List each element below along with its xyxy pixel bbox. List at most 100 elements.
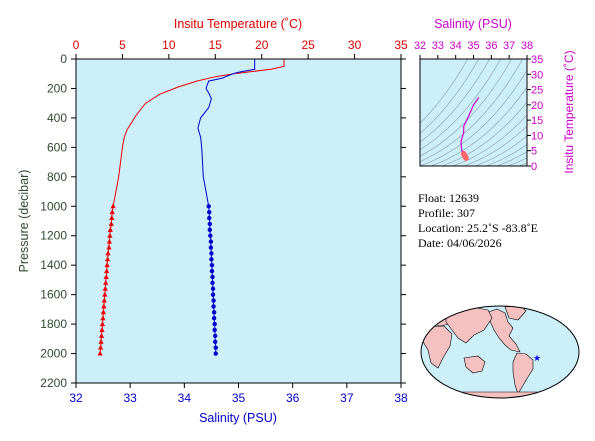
density-isoline bbox=[485, 143, 527, 166]
salinity-point bbox=[209, 262, 215, 268]
temperature-point bbox=[107, 226, 113, 232]
temperature-point bbox=[105, 250, 111, 256]
ts-plot-frame bbox=[419, 58, 528, 167]
temperature-tick-label: 30 bbox=[348, 38, 362, 52]
temperature-point bbox=[104, 268, 110, 274]
ts-salinity-tick-label: 35 bbox=[467, 40, 479, 52]
pressure-tick-label: 1200 bbox=[40, 229, 67, 243]
profile-series bbox=[97, 59, 285, 356]
salinity-point bbox=[211, 316, 217, 321]
salinity-tick-label: 32 bbox=[69, 391, 83, 405]
temperature-point bbox=[109, 209, 115, 215]
density-isoline bbox=[463, 125, 527, 166]
temperature-tick-label: 5 bbox=[119, 38, 126, 52]
ts-temperature-axis-label: Insitu Temperature (˚C) bbox=[562, 50, 576, 173]
ts-temperature-tick-label: 30 bbox=[531, 69, 543, 81]
ts-plot-area bbox=[420, 59, 527, 166]
salinity-point bbox=[209, 251, 214, 256]
salinity-point bbox=[209, 257, 214, 262]
ts-temperature-tick-label: 20 bbox=[531, 100, 543, 112]
temperature-point bbox=[103, 273, 109, 279]
salinity-point bbox=[206, 204, 211, 209]
ts-temperature-tick-label: 35 bbox=[531, 54, 543, 66]
density-isoline bbox=[420, 59, 490, 143]
salinity-axis-label: Salinity (PSU) bbox=[199, 411, 277, 425]
pressure-tick-label: 600 bbox=[47, 140, 67, 154]
density-isoline bbox=[507, 157, 527, 166]
world-map: ★ bbox=[420, 305, 580, 399]
ts-salinity-axis-label: Salinity (PSU) bbox=[434, 17, 512, 31]
date: Date: 04/06/2026 bbox=[418, 236, 502, 250]
temperature-axis-label: Insitu Temperature (˚C) bbox=[174, 17, 302, 31]
location: Location: 25.2˚S -83.8˚E bbox=[418, 221, 538, 235]
pressure-tick-label: 1800 bbox=[40, 317, 67, 331]
temperature-tick-label: 20 bbox=[255, 38, 269, 52]
density-isoline bbox=[420, 59, 468, 124]
salinity-point bbox=[208, 239, 214, 244]
ts-temperature-tick-label: 0 bbox=[531, 161, 537, 173]
temperature-point bbox=[101, 297, 107, 303]
ts-density-contours bbox=[420, 59, 527, 166]
temperature-point bbox=[108, 220, 114, 226]
temperature-point bbox=[99, 326, 105, 332]
density-isoline bbox=[452, 114, 527, 166]
temperature-tick-label: 35 bbox=[394, 38, 408, 52]
pressure-tick-label: 800 bbox=[47, 170, 67, 184]
salinity-point bbox=[207, 227, 212, 233]
pressure-tick-label: 2000 bbox=[40, 347, 67, 361]
salinity-point bbox=[207, 215, 212, 221]
temperature-tick-label: 25 bbox=[301, 38, 315, 52]
temperature-point bbox=[98, 332, 105, 338]
salinity-point bbox=[210, 280, 215, 286]
temperature-point bbox=[100, 309, 106, 315]
ts-ticks: 32 33 34 35 36 37 38 0 5 10 15 20 25 30 35 bbox=[414, 40, 543, 173]
density-isoline bbox=[474, 135, 527, 166]
ts-salinity-tick-label: 34 bbox=[450, 40, 462, 52]
float-location-star-icon: ★ bbox=[533, 354, 541, 364]
temperature-point bbox=[106, 238, 113, 244]
ts-temperature-tick-label: 15 bbox=[531, 115, 543, 127]
temperature-point bbox=[99, 321, 106, 327]
temperature-point bbox=[100, 315, 106, 321]
temperature-point bbox=[104, 256, 111, 262]
temperature-point bbox=[106, 244, 112, 250]
temperature-point bbox=[101, 303, 107, 309]
salinity-point bbox=[212, 327, 217, 333]
salinity-point bbox=[207, 221, 212, 227]
pressure-tick-label: 1400 bbox=[40, 258, 67, 272]
pressure-axis-label: Pressure (decibar) bbox=[17, 170, 31, 273]
pressure-tick-label: 200 bbox=[47, 81, 67, 95]
salinity-point bbox=[211, 310, 217, 315]
ts-salinity-tick-label: 37 bbox=[503, 40, 515, 52]
density-isoline bbox=[420, 59, 512, 157]
salinity-point bbox=[210, 292, 216, 297]
float-id: Float: 12639 bbox=[418, 191, 480, 205]
pressure-tick-label: 400 bbox=[47, 111, 67, 125]
ts-salinity-tick-label: 38 bbox=[521, 40, 533, 52]
salinity-point bbox=[211, 304, 216, 309]
density-isoline bbox=[441, 101, 527, 166]
salinity-point bbox=[213, 339, 218, 344]
temperature-point bbox=[97, 350, 103, 356]
density-isoline bbox=[420, 59, 501, 151]
temperature-point bbox=[98, 338, 104, 344]
map-frame bbox=[420, 305, 580, 399]
temperature-point bbox=[102, 285, 108, 291]
pressure-tick-label: 1600 bbox=[40, 288, 67, 302]
profile-number: Profile: 307 bbox=[418, 206, 475, 220]
salinity-tick-label: 34 bbox=[178, 391, 192, 405]
salinity-point bbox=[208, 233, 213, 238]
profile-plot-frame bbox=[75, 58, 402, 384]
temperature-point bbox=[102, 291, 108, 297]
salinity-point bbox=[213, 351, 218, 356]
temperature-point bbox=[104, 262, 110, 268]
salinity-tick-label: 37 bbox=[340, 391, 354, 405]
salinity-point bbox=[212, 321, 217, 327]
salinity-tick-label: 38 bbox=[394, 391, 408, 405]
profile-ticks: 0 5 10 15 20 25 30 35 32 33 34 35 36 37 38 0 200 400 600 80… bbox=[40, 38, 408, 405]
temperature-tick-label: 0 bbox=[73, 38, 80, 52]
ts-temperature-tick-label: 25 bbox=[531, 85, 543, 97]
salinity-point bbox=[210, 274, 215, 280]
ts-series bbox=[460, 97, 480, 161]
density-isoline bbox=[420, 59, 523, 162]
